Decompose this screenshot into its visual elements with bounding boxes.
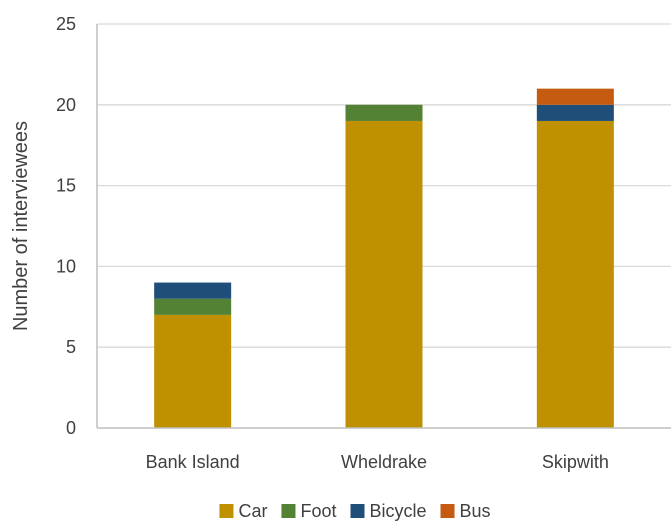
legend-swatch bbox=[440, 504, 455, 518]
legend-item-car: Car bbox=[219, 501, 267, 521]
x-category-labels: Bank Island Wheldrake Skipwith bbox=[146, 452, 609, 472]
bar-segment-car-0 bbox=[154, 314, 232, 428]
legend-swatch bbox=[219, 504, 234, 518]
y-tick-label: 15 bbox=[56, 176, 76, 196]
y-tick-label: 10 bbox=[56, 256, 76, 276]
x-category-label: Skipwith bbox=[542, 452, 609, 472]
legend-label: Car bbox=[238, 501, 267, 521]
bar-segment-bus-2 bbox=[536, 88, 614, 105]
y-tick-labels: 0 5 10 15 20 25 bbox=[56, 14, 76, 438]
legend-swatch bbox=[350, 504, 365, 518]
y-axis-title: Number of interviewees bbox=[10, 121, 32, 331]
legend-swatch bbox=[281, 504, 296, 518]
bar-segment-car-1 bbox=[345, 120, 423, 429]
bar-segment-car-2 bbox=[536, 120, 614, 429]
bars bbox=[154, 88, 614, 429]
bar-segment-foot-0 bbox=[154, 298, 232, 315]
y-tick-label: 20 bbox=[56, 95, 76, 115]
y-tick-label: 5 bbox=[66, 337, 76, 357]
legend: Car Foot Bicycle Bus bbox=[219, 501, 491, 521]
legend-item-bus: Bus bbox=[440, 501, 491, 521]
legend-item-bicycle: Bicycle bbox=[350, 501, 427, 521]
legend-label: Bicycle bbox=[370, 501, 427, 521]
legend-label: Foot bbox=[300, 501, 336, 521]
legend-item-foot: Foot bbox=[281, 501, 337, 521]
y-tick-label: 0 bbox=[66, 418, 76, 438]
y-tick-label: 25 bbox=[56, 14, 76, 34]
x-category-label: Wheldrake bbox=[341, 452, 427, 472]
bar-segment-bicycle-0 bbox=[154, 282, 232, 299]
bar-segment-bicycle-2 bbox=[536, 104, 614, 121]
legend-label: Bus bbox=[460, 501, 491, 521]
x-category-label: Bank Island bbox=[146, 452, 240, 472]
bar-segment-foot-1 bbox=[345, 104, 423, 121]
